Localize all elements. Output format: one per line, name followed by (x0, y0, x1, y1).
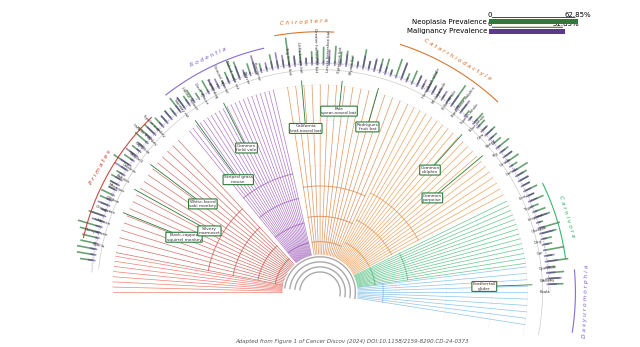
Text: Feathertail
glider: Feathertail glider (472, 282, 496, 291)
Text: C h i r o p t e r a: C h i r o p t e r a (280, 18, 328, 26)
Text: Cat: Cat (536, 251, 543, 256)
Text: Myotis bat: Myotis bat (349, 54, 355, 75)
Text: Pig: Pig (492, 152, 499, 158)
Text: Opossum: Opossum (539, 265, 557, 271)
Text: Deer mouse: Deer mouse (193, 82, 209, 105)
Text: Beaver: Beaver (242, 71, 250, 85)
Text: Giraffe: Giraffe (499, 157, 513, 168)
Text: Koala: Koala (540, 290, 550, 294)
Text: Eptesicus bat: Eptesicus bat (337, 47, 344, 73)
Text: R o d e n t i a: R o d e n t i a (189, 46, 227, 68)
Text: Blue whale: Blue whale (468, 114, 486, 133)
Text: Wallaby: Wallaby (540, 278, 555, 283)
Text: 0: 0 (487, 21, 492, 27)
Bar (490, 29, 565, 34)
Text: Common
field vole: Common field vole (236, 144, 257, 152)
Text: 51.85%: 51.85% (552, 21, 579, 27)
Text: Common
porpoise: Common porpoise (423, 194, 442, 202)
Text: Porcupine: Porcupine (252, 61, 261, 81)
Text: Striped grass
mouse: Striped grass mouse (224, 175, 253, 184)
Text: Sperm whale: Sperm whale (460, 103, 479, 125)
Text: Norway rat: Norway rat (173, 98, 189, 118)
Text: Silvery
marmoset: Silvery marmoset (198, 227, 220, 235)
Text: Capuchin: Capuchin (134, 141, 150, 155)
Text: Lion: Lion (518, 194, 528, 201)
Text: Tiger: Tiger (524, 204, 534, 212)
Text: Orangutan: Orangutan (94, 204, 115, 215)
Text: Minke whale: Minke whale (431, 82, 447, 105)
Text: Gorilla: Gorilla (92, 242, 105, 248)
Text: Ground squirrel: Ground squirrel (212, 64, 229, 94)
Text: Leopard: Leopard (527, 213, 543, 222)
Text: Mandrill: Mandrill (128, 152, 143, 164)
Text: California
leaf-nosed bat: California leaf-nosed bat (290, 124, 321, 133)
Text: P r i m a t e s: P r i m a t e s (88, 150, 111, 186)
Text: Big brown bat: Big brown bat (284, 47, 291, 75)
Text: D a s y u r o m o r p h i a: D a s y u r o m o r p h i a (582, 265, 589, 338)
Text: Killer whale: Killer whale (442, 90, 458, 111)
Text: Cheetah: Cheetah (531, 225, 548, 234)
Text: Little brown bat: Little brown bat (296, 42, 303, 73)
Text: White-faced
saki monkey: White-faced saki monkey (189, 200, 216, 208)
Text: Howler monkey: Howler monkey (132, 123, 158, 146)
Text: Neoplasia Prevalence: Neoplasia Prevalence (412, 19, 487, 25)
Text: Black-capped
squirrel monkey: Black-capped squirrel monkey (166, 233, 202, 242)
Text: Greater horseshoe bat: Greater horseshoe bat (314, 28, 318, 72)
Text: Dog: Dog (534, 239, 543, 245)
Text: Bottlenose dolphin: Bottlenose dolphin (451, 86, 476, 118)
Text: Human: Human (97, 218, 111, 226)
Text: Common
dolphin: Common dolphin (420, 166, 440, 174)
Text: Sheep: Sheep (484, 138, 497, 149)
Text: Colobus: Colobus (121, 162, 136, 174)
Text: C a r n i v o r a: C a r n i v o r a (558, 195, 575, 238)
Text: Malignancy Prevalence: Malignancy Prevalence (406, 28, 487, 34)
Text: Prairie dog: Prairie dog (205, 78, 218, 99)
Text: Pale
spear-nosed bat: Pale spear-nosed bat (321, 107, 356, 116)
Bar (490, 19, 578, 24)
Text: Rodrigues
fruit bat: Rodrigues fruit bat (356, 122, 378, 131)
Text: Baboon: Baboon (115, 173, 131, 184)
Text: Adapted from Figure 1 of Cancer Discov (2024) DOI:10.1158/2159-8290.CD-24-0373: Adapted from Figure 1 of Cancer Discov (… (236, 339, 468, 344)
Text: House mouse: House mouse (180, 86, 198, 111)
Text: 62.85%: 62.85% (564, 11, 591, 18)
Text: Camel: Camel (506, 167, 518, 177)
Text: Humpback whale: Humpback whale (422, 67, 441, 99)
Text: Naked mole rat: Naked mole rat (225, 60, 239, 89)
Text: 0: 0 (487, 11, 492, 18)
Text: Spider monkey: Spider monkey (142, 115, 166, 138)
Text: Gibbon: Gibbon (105, 195, 120, 204)
Text: Cow: Cow (477, 132, 486, 141)
Text: Chimpanzee: Chimpanzee (83, 227, 108, 237)
Text: Macaque: Macaque (108, 183, 125, 194)
Text: Lesser horseshoe bat: Lesser horseshoe bat (326, 31, 331, 73)
Text: C a t a r r h i o d a c t y l a: C a t a r r h i o d a c t y l a (423, 37, 492, 81)
